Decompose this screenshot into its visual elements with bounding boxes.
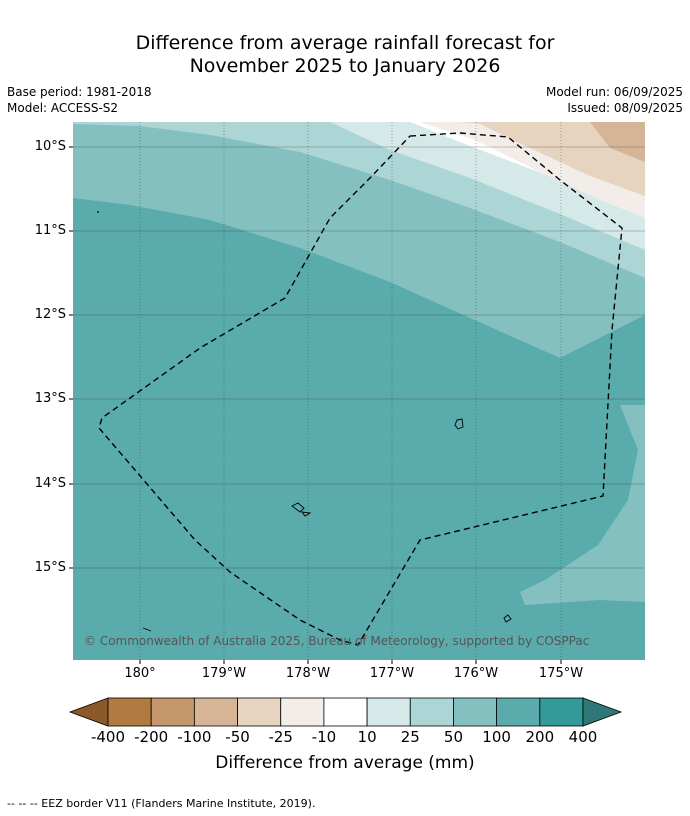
colorbar — [68, 697, 623, 727]
colorbar-segment — [107, 697, 152, 727]
island-southwest — [142, 627, 152, 632]
colorbar-segment — [409, 697, 454, 727]
lat-label-15s: 15°S — [34, 560, 66, 575]
colorbar-segment — [453, 697, 498, 727]
eez-border — [98, 132, 623, 646]
lat-label-11s: 11°S — [34, 223, 66, 238]
lon-ticks — [139, 660, 562, 664]
colorbar-segment — [323, 697, 368, 727]
colorbar-segment — [366, 697, 411, 727]
model-run: Model run: 06/09/2025 — [545, 85, 683, 99]
colorbar-segment — [539, 697, 584, 727]
colorbar-tick-label: -25 — [268, 728, 293, 746]
island-central — [291, 502, 312, 517]
colorbar-tick-label: 200 — [525, 728, 555, 746]
colorbar-tick-label: -10 — [311, 728, 337, 746]
colorbar-tick-label: -400 — [90, 728, 126, 746]
anomaly-band-minus-25-50 — [460, 122, 645, 196]
lon-label-175w: 175°W — [538, 666, 584, 681]
lon-label-176w: 176°W — [453, 666, 499, 681]
lon-label-180: 180° — [124, 666, 156, 681]
colorbar-segment — [237, 697, 282, 727]
issued-date: Issued: 08/09/2025 — [567, 101, 683, 115]
colorbar-tick-label: -100 — [177, 728, 212, 746]
colorbar-segment — [193, 697, 238, 727]
colorbar-tick-label: -200 — [134, 728, 169, 746]
map-area — [73, 122, 645, 660]
title-line-2: November 2025 to January 2026 — [189, 55, 501, 77]
lat-label-12s: 12°S — [34, 307, 66, 322]
colorbar-tick-label: 10 — [357, 728, 377, 746]
colorbar-segment — [150, 697, 195, 727]
colorbar-tick-label: -50 — [225, 728, 250, 746]
lat-ticks — [69, 146, 73, 569]
title-line-1: Difference from average rainfall forecas… — [135, 32, 555, 54]
anomaly-band-minus-50-100 — [590, 122, 645, 162]
colorbar-tick-label: 50 — [443, 728, 463, 746]
island-northwest — [97, 211, 99, 213]
island-southeast — [503, 614, 512, 623]
anomaly-band-lower-right — [520, 405, 645, 605]
lat-label-10s: 10°S — [34, 139, 66, 154]
lat-label-14s: 14°S — [34, 476, 66, 491]
footer-eez-note: -- -- -- EEZ border V11 (Flanders Marine… — [7, 797, 316, 810]
lat-label-13s: 13°S — [34, 391, 66, 406]
lon-label-179w: 179°W — [201, 666, 247, 681]
colorbar-tick-label: 100 — [482, 728, 511, 746]
colorbar-tick-label: 25 — [400, 728, 420, 746]
latitude-gridlines — [73, 146, 645, 569]
colorbar-tick-label: 400 — [568, 728, 598, 746]
lon-label-178w: 178°W — [285, 666, 331, 681]
colorbar-extend-low — [68, 697, 109, 727]
island-east — [454, 418, 464, 430]
base-period: Base period: 1981-2018 — [7, 85, 152, 99]
model-name: Model: ACCESS-S2 — [7, 101, 119, 115]
colorbar-xlabel: Difference from average (mm) — [215, 753, 475, 773]
copyright-notice: © Commonwealth of Australia 2025, Bureau… — [84, 634, 590, 648]
colorbar-segment — [496, 697, 541, 727]
colorbar-segment — [280, 697, 325, 727]
lon-label-177w: 177°W — [369, 666, 415, 681]
colorbar-extend-high — [582, 697, 623, 727]
